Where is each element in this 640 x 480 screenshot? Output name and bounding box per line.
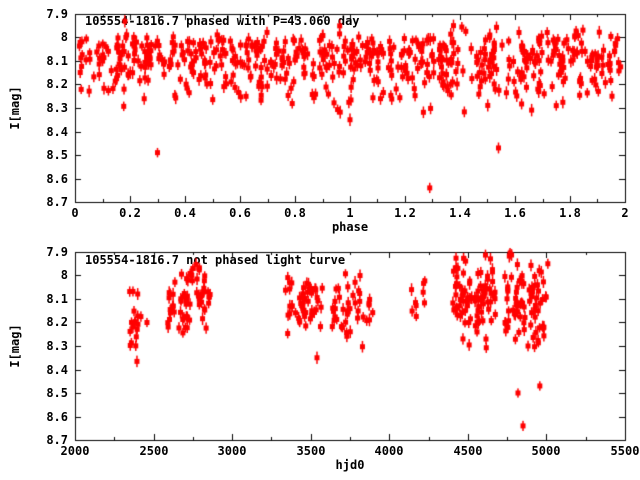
y-tick-label: 8.1 (46, 54, 68, 68)
y-tick-label: 7.9 (46, 245, 68, 259)
x-tick-label: 4500 (453, 444, 483, 458)
x-tick-label: 1.8 (559, 206, 581, 220)
y-tick-label: 8.3 (46, 101, 68, 115)
y-tick-label: 8.4 (46, 363, 68, 377)
y-tick-label: 8.6 (46, 410, 68, 424)
x-tick-label: 0.4 (174, 206, 196, 220)
x-tick-label: 1.2 (394, 206, 416, 220)
unphased-x-axis-label: hjd0 (335, 458, 365, 472)
x-tick-label: 1 (346, 206, 354, 220)
y-tick-label: 8.1 (46, 292, 68, 306)
y-tick-label: 8.3 (46, 339, 68, 353)
x-tick-label: 1.4 (449, 206, 471, 220)
x-tick-label: 0 (71, 206, 79, 220)
y-tick-label: 8 (60, 268, 68, 282)
phased-light-curve-panel: 105554-1816.7 phased with P=43.060 day I… (0, 0, 640, 240)
x-tick-label: 1.6 (504, 206, 526, 220)
x-tick-label: 0.6 (229, 206, 251, 220)
y-tick-label: 8.2 (46, 315, 68, 329)
unphased-light-curve-panel: 105554-1816.7 not phased light curve I[m… (0, 240, 640, 480)
y-tick-label: 8.7 (46, 195, 68, 209)
y-tick-label: 8.6 (46, 172, 68, 186)
unphased-y-axis-label: I[mag] (8, 324, 22, 368)
unphased-plot-canvas (0, 240, 640, 480)
y-tick-label: 8.5 (46, 148, 68, 162)
x-tick-label: 2000 (60, 444, 90, 458)
y-tick-label: 8.4 (46, 125, 68, 139)
phased-plot-canvas (0, 0, 640, 240)
y-tick-label: 7.9 (46, 7, 68, 21)
x-tick-label: 2500 (139, 444, 169, 458)
x-tick-label: 3500 (296, 444, 326, 458)
y-tick-label: 8 (60, 30, 68, 44)
phased-y-axis-label: I[mag] (8, 86, 22, 130)
x-tick-label: 5500 (610, 444, 640, 458)
y-tick-label: 8.7 (46, 433, 68, 447)
x-tick-label: 5000 (531, 444, 561, 458)
x-tick-label: 4000 (374, 444, 404, 458)
y-tick-label: 8.5 (46, 386, 68, 400)
x-tick-label: 2 (621, 206, 629, 220)
phased-x-axis-label: phase (331, 220, 369, 234)
x-tick-label: 3000 (217, 444, 247, 458)
y-tick-label: 8.2 (46, 77, 68, 91)
x-tick-label: 0.2 (119, 206, 141, 220)
x-tick-label: 0.8 (284, 206, 306, 220)
